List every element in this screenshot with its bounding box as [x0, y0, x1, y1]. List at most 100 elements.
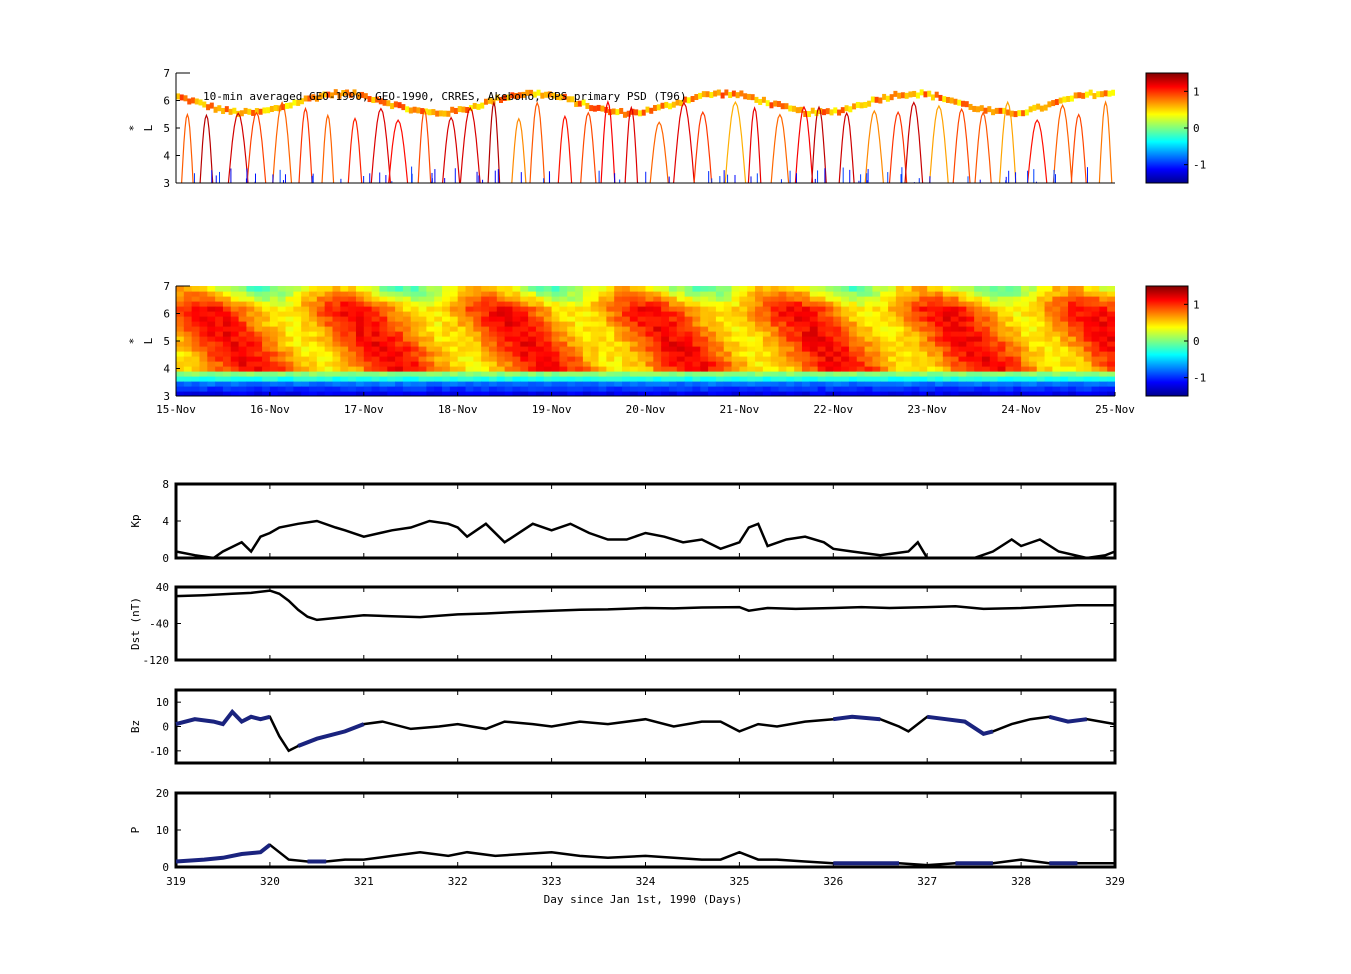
psd-cell: [856, 326, 866, 332]
psd-cell: [285, 361, 294, 367]
psd-cell: [966, 381, 975, 387]
psd-cell: [1021, 286, 1030, 292]
psd-cell: [544, 91, 549, 98]
psd-cell: [340, 316, 349, 322]
psd-cell: [387, 326, 396, 332]
psd-cell: [802, 386, 811, 392]
psd-cell: [293, 351, 302, 357]
psd-cell: [1099, 291, 1108, 297]
psd-cell: [958, 331, 967, 337]
psd-cell: [773, 100, 778, 107]
psd-cell: [434, 306, 443, 312]
psd-cell: [449, 391, 459, 396]
psd-cell: [619, 107, 624, 114]
psd-cell: [1013, 296, 1022, 302]
psd-cell: [246, 366, 255, 372]
psd-cell: [301, 386, 310, 392]
psd-cell: [309, 296, 318, 302]
psd-cell: [442, 331, 451, 337]
psd-cell: [1060, 351, 1069, 357]
psd-cell: [1005, 286, 1014, 292]
psd-cell: [848, 361, 858, 367]
psd-cell: [309, 306, 318, 312]
psd-cell: [848, 306, 858, 312]
psd-cell: [645, 291, 654, 297]
psd-cell: [747, 326, 756, 332]
psd-cell: [301, 361, 310, 367]
psd-cell: [1024, 109, 1029, 116]
psd-cell: [1068, 361, 1077, 367]
psd-cell: [676, 376, 686, 382]
psd-cell: [222, 356, 232, 362]
psd-cell: [246, 341, 255, 347]
psd-cell: [981, 381, 991, 387]
psd-cell: [606, 286, 615, 292]
psd-arc: [649, 121, 669, 183]
psd-cell: [942, 386, 952, 392]
psd-cell: [575, 291, 584, 297]
psd-cell: [888, 376, 897, 382]
psd-cell: [1060, 286, 1069, 292]
y-tick-label: -10: [149, 745, 169, 758]
psd-cell: [614, 296, 623, 302]
psd-cell: [222, 286, 232, 292]
psd-cell: [1075, 336, 1085, 342]
psd-cell: [246, 331, 255, 337]
psd-cell: [848, 301, 858, 307]
psd-cell: [889, 94, 894, 101]
psd-cell: [1013, 391, 1022, 396]
psd-cell: [974, 296, 983, 302]
psd-cell: [629, 366, 639, 372]
psd-cell: [489, 326, 498, 332]
psd-cell: [363, 346, 373, 352]
psd-cell: [1005, 296, 1014, 302]
psd-cell: [481, 301, 490, 307]
psd-cell: [285, 296, 294, 302]
psd-cell: [637, 316, 647, 322]
psd-cell: [199, 321, 208, 327]
psd-cell: [418, 356, 427, 362]
psd-cell: [1083, 306, 1093, 312]
psd-cell: [285, 336, 294, 342]
psd-cell: [778, 336, 787, 342]
psd-cell: [543, 376, 553, 382]
psd-cell: [590, 321, 600, 327]
psd-cell: [770, 381, 780, 387]
psd-cell: [739, 386, 748, 392]
psd-cell: [230, 321, 240, 327]
psd-cell: [535, 391, 545, 396]
psd-cell: [802, 331, 811, 337]
psd-cell: [661, 336, 670, 342]
psd-cell: [762, 381, 772, 387]
psd-cell: [340, 306, 349, 312]
psd-cell: [535, 296, 545, 302]
psd-cell: [641, 109, 646, 116]
psd-cell: [293, 291, 302, 297]
psd-cell: [708, 366, 717, 372]
psd-cell: [799, 106, 804, 113]
psd-cell: [692, 376, 701, 382]
psd-cell: [520, 286, 529, 292]
psd-arc: [370, 107, 391, 183]
psd-cell: [692, 336, 701, 342]
x-tick-label: 328: [1011, 875, 1031, 888]
psd-cell: [465, 306, 474, 312]
psd-cell: [700, 366, 709, 372]
psd-cell: [434, 391, 443, 396]
psd-cell: [731, 341, 740, 347]
psd-cell: [900, 92, 905, 99]
psd-cell: [402, 301, 412, 307]
psd-cell: [747, 386, 756, 392]
psd-cell: [645, 336, 654, 342]
psd-cell: [426, 366, 435, 372]
psd-cell: [989, 371, 999, 377]
psd-arc: [529, 101, 546, 183]
psd-cell: [872, 356, 881, 362]
psd-cell: [512, 351, 521, 357]
psd-cell: [809, 381, 819, 387]
psd-cell: [269, 361, 279, 367]
psd-cell: [543, 301, 553, 307]
psd-cell: [870, 96, 875, 103]
psd-cell: [528, 301, 537, 307]
psd-cell: [1028, 361, 1038, 367]
